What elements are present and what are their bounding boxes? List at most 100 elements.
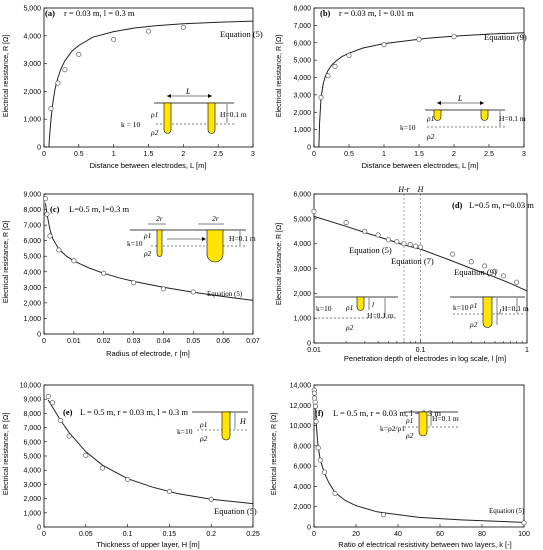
data-point — [190, 289, 196, 295]
k-label: k=10 — [127, 239, 143, 248]
equation-label: Equation (5) — [214, 506, 257, 516]
panel-label: (e) — [63, 407, 73, 417]
data-point — [332, 63, 338, 69]
y-tick-label: 14,000 — [290, 383, 312, 390]
k-label: k=10 — [316, 304, 332, 313]
x-ticks: 0 20 40 60 80 100 — [312, 524, 530, 538]
x-tick-label: 1.5 — [144, 151, 154, 158]
y-tick-label: 10,000 — [290, 423, 312, 430]
panel-a: 0 1,000 2,000 3,000 4,000 5,000 0 0.5 1 1.5 2 2.5 3… — [3, 6, 263, 171]
electrode — [418, 411, 428, 437]
h-label: H — [239, 417, 247, 426]
rho1-label: ρ1 — [405, 416, 413, 425]
panel-label: (c) — [50, 204, 60, 214]
electrode-left — [433, 109, 442, 121]
y-tick-label: 4,000 — [23, 33, 41, 40]
reference-line-label: H-r — [397, 185, 410, 194]
x-tick-label: 0.5 — [344, 151, 354, 158]
equation-label: Equation (5) — [349, 245, 392, 255]
x-tick-label: 0.5 — [74, 151, 84, 158]
x-tick-label: 0.15 — [163, 531, 177, 538]
y-tick-label: 5,000 — [293, 216, 311, 223]
data-point — [450, 251, 456, 257]
data-point — [208, 496, 214, 502]
data-point — [394, 239, 400, 245]
x-tick-label: 0 — [42, 531, 46, 538]
x-tick-label: 0.2 — [206, 531, 216, 538]
data-point — [417, 244, 423, 250]
data-point — [500, 273, 506, 279]
data-point — [318, 95, 324, 101]
data-point — [160, 286, 166, 292]
data-point — [346, 52, 352, 58]
x-tick-label: 0.03 — [127, 338, 141, 345]
x-tick-label: 0 — [312, 531, 316, 538]
data-point — [521, 520, 527, 526]
x-ticks: 0 0.05 0.1 0.15 0.2 0.25 — [42, 524, 260, 538]
rho1-label: ρ1 — [469, 301, 477, 310]
x-axis-label: Distance between electrodes, L [m] — [90, 161, 207, 170]
data-point — [146, 28, 152, 34]
plot-area — [43, 193, 254, 335]
y-tick-label: 6,000 — [23, 238, 41, 245]
x-tick-label: 2 — [452, 151, 456, 158]
y-tick-label: 0 — [307, 341, 311, 348]
equation-label: Equation (9) — [484, 32, 527, 42]
data-point — [55, 80, 61, 86]
panel-e: 0 1,000 2,000 3,000 4,000 5,000 6,000 7,000 8,00… — [3, 383, 260, 550]
electrode-deep — [482, 296, 493, 328]
data-point — [48, 106, 54, 112]
data-point — [311, 390, 317, 396]
y-tick-label: 12,000 — [290, 403, 312, 410]
reference-lines: H-r H — [397, 185, 425, 343]
series-layer — [42, 196, 254, 301]
data-point — [49, 400, 55, 406]
y-tick-label: 5,000 — [23, 454, 41, 461]
y-tick-label: 2,000 — [23, 89, 41, 96]
y-tick-label: 0 — [307, 145, 311, 152]
rho2-label: ρ2 — [469, 320, 478, 329]
data-point — [413, 243, 419, 249]
y-ticks: 0 2,000 4,000 6,000 8,000 10,000 12,000 14,000 — [290, 383, 317, 532]
arrowhead — [437, 101, 441, 105]
y-tick-label: 4,000 — [23, 269, 41, 276]
y-tick-label: 1,000 — [23, 117, 41, 124]
k-label: k=ρ2/ρ1 — [380, 424, 405, 433]
dim-label: L — [457, 94, 463, 103]
rho2-label: ρ2 — [143, 249, 152, 258]
plot-area — [313, 384, 525, 528]
x-tick-label: 0.02 — [97, 338, 111, 345]
l-label: l — [499, 307, 501, 316]
series-layer — [45, 393, 254, 505]
panel-d: 0 1,000 2,000 3,000 4,000 5,000 6,000 0.01 0.1 1… — [276, 185, 534, 363]
y-tick-label: 5,000 — [293, 58, 311, 65]
dim-label: 2r — [212, 214, 219, 223]
y-tick-label: 2,000 — [293, 291, 311, 298]
y-tick-label: 4,000 — [23, 468, 41, 475]
x-tick-label: 1 — [382, 151, 386, 158]
x-tick-label: 0.1 — [416, 347, 426, 354]
x-axis-label: Thickness of upper layer, H [m] — [96, 540, 199, 549]
x-ticks: 0 0.5 1 1.5 2 2.5 3 — [312, 144, 526, 158]
x-tick-label: 100 — [518, 531, 530, 538]
series-layer — [311, 208, 528, 292]
y-tick-label: 0 — [37, 332, 41, 339]
data-point — [492, 268, 498, 274]
x-tick-label: 0.06 — [216, 338, 230, 345]
series-layer — [311, 387, 527, 526]
data-point — [407, 241, 413, 247]
panel-f: 02,0004,0006,0008,00010,00012,00014,000 … — [271, 383, 530, 550]
rho1-label: ρ1 — [143, 231, 151, 240]
panel-title: L=0.5 m, l=0.3 m — [69, 204, 130, 214]
electrode-thick — [206, 229, 224, 263]
x-tick-label: 1 — [112, 151, 116, 158]
x-tick-label: 0.01 — [67, 338, 81, 345]
x-tick-label: 80 — [478, 531, 486, 538]
y-tick-label: 4,000 — [293, 75, 311, 82]
x-tick-label: 0.05 — [79, 531, 93, 538]
rho1-label: ρ1 — [345, 303, 353, 312]
reference-line-label: H — [417, 185, 425, 194]
x-axis-label: Ratio of electrical resistivity between … — [338, 540, 511, 549]
x-tick-label: 0.05 — [186, 338, 200, 345]
data-point — [71, 258, 77, 264]
